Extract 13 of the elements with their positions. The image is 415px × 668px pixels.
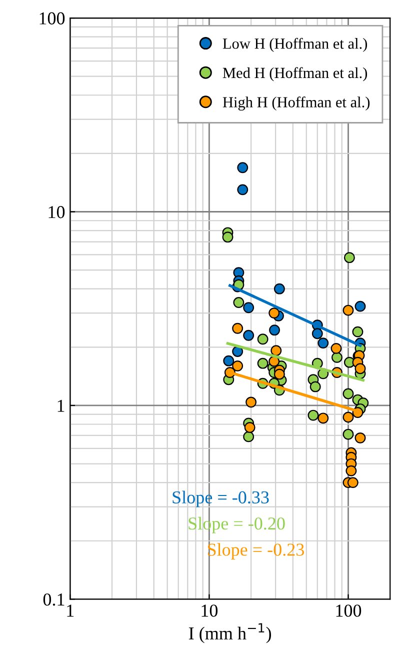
x-tick-label: 10 [202,604,218,617]
y-tick-label: 100 [40,12,65,24]
legend-label: Med H (Hoffman et al.) [222,67,368,82]
legend-label: Low H (Hoffman et al.) [222,38,368,52]
y-tick-label: 0.1 [43,593,64,606]
legend-label: High H (Hoffman et al.) [222,96,370,111]
x-tick-label: 100 [336,604,362,617]
y-tick-label: 1 [58,400,64,412]
x-tick-label: 1 [67,604,74,617]
y-tick-label: 10 [48,206,65,218]
annotation: Slope = -0.33 [172,490,269,508]
annotation: Slope = -0.23 [208,543,304,560]
x-axis-title: I (mm h$^{−1}$) [188,623,272,644]
